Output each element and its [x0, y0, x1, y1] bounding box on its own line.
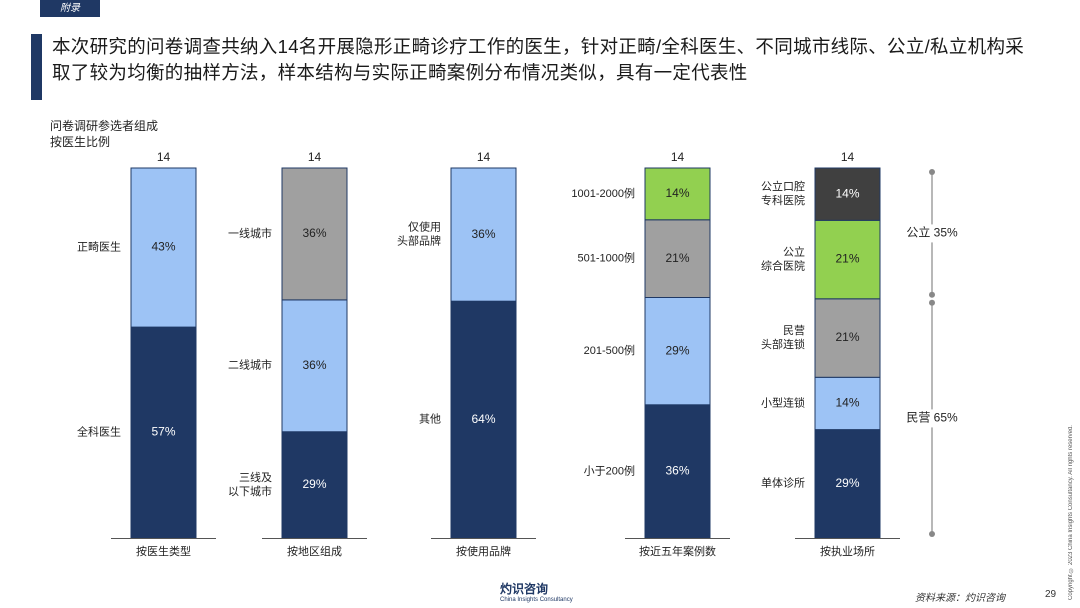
data-label: 14% — [835, 186, 859, 200]
category-label: 单体诊所 — [761, 476, 805, 490]
footer-brand-name: 灼识咨询 — [500, 582, 548, 596]
bracket-end — [929, 300, 935, 306]
category-label: 民营 — [783, 323, 805, 337]
category-label: 其他 — [419, 413, 441, 426]
category-label: 综合医院 — [761, 258, 805, 272]
footer-brand-en: China Insights Consultancy — [500, 597, 573, 603]
data-label: 36% — [665, 464, 689, 478]
category-label: 头部品牌 — [397, 234, 441, 248]
category-label: 小于200例 — [584, 463, 635, 477]
data-label: 29% — [665, 343, 689, 357]
data-label: 14% — [835, 396, 859, 410]
x-axis-label: 按使用品牌 — [456, 544, 511, 558]
category-label: 头部连锁 — [761, 337, 805, 351]
data-label: 21% — [665, 251, 689, 265]
page-number: 29 — [1045, 589, 1056, 600]
x-axis-label: 按近五年案例数 — [639, 544, 716, 558]
x-axis-label: 按地区组成 — [287, 544, 342, 558]
total-label: 14 — [477, 150, 491, 164]
footer-logo: 灼识咨询 China Insights Consultancy — [500, 580, 573, 603]
category-label: 小型连锁 — [761, 395, 805, 409]
data-label: 36% — [471, 227, 495, 241]
data-label: 21% — [835, 252, 859, 266]
category-label: 一线城市 — [228, 226, 272, 240]
data-label: 36% — [302, 226, 326, 240]
total-label: 14 — [841, 150, 855, 164]
data-label: 64% — [471, 412, 495, 426]
data-label: 36% — [302, 358, 326, 372]
bracket-end — [929, 169, 935, 175]
total-label: 14 — [671, 150, 685, 164]
data-label: 43% — [151, 240, 175, 254]
bracket-end — [929, 292, 935, 298]
category-label: 以下城市 — [228, 484, 272, 498]
category-label: 201-500例 — [584, 343, 635, 357]
category-label: 公立 — [783, 244, 805, 258]
total-label: 14 — [157, 150, 171, 164]
category-label: 仅使用 — [408, 221, 441, 234]
category-label: 专科医院 — [761, 193, 805, 207]
category-label: 1001-2000例 — [571, 186, 635, 200]
bracket-label: 公立 35% — [906, 225, 958, 240]
data-label: 21% — [835, 330, 859, 344]
data-label: 29% — [302, 477, 326, 491]
source-note: 资料来源：灼识咨询 — [915, 589, 1005, 604]
bracket-label: 民营 65% — [906, 411, 958, 425]
copyright-note: Copyright © 2023 China Insights Consulta… — [1068, 300, 1078, 600]
category-label: 公立口腔 — [761, 179, 805, 193]
x-axis-label: 按执业场所 — [820, 544, 875, 558]
data-label: 14% — [665, 186, 689, 200]
data-label: 57% — [151, 425, 175, 439]
category-label: 正畸医生 — [77, 239, 121, 253]
category-label: 全科医生 — [77, 424, 121, 438]
total-label: 14 — [308, 150, 322, 164]
category-label: 三线及 — [239, 470, 272, 484]
x-axis-label: 按医生类型 — [136, 544, 191, 558]
bracket-end — [929, 531, 935, 537]
category-label: 501-1000例 — [578, 251, 636, 265]
data-label: 29% — [835, 476, 859, 490]
category-label: 二线城市 — [228, 358, 272, 372]
